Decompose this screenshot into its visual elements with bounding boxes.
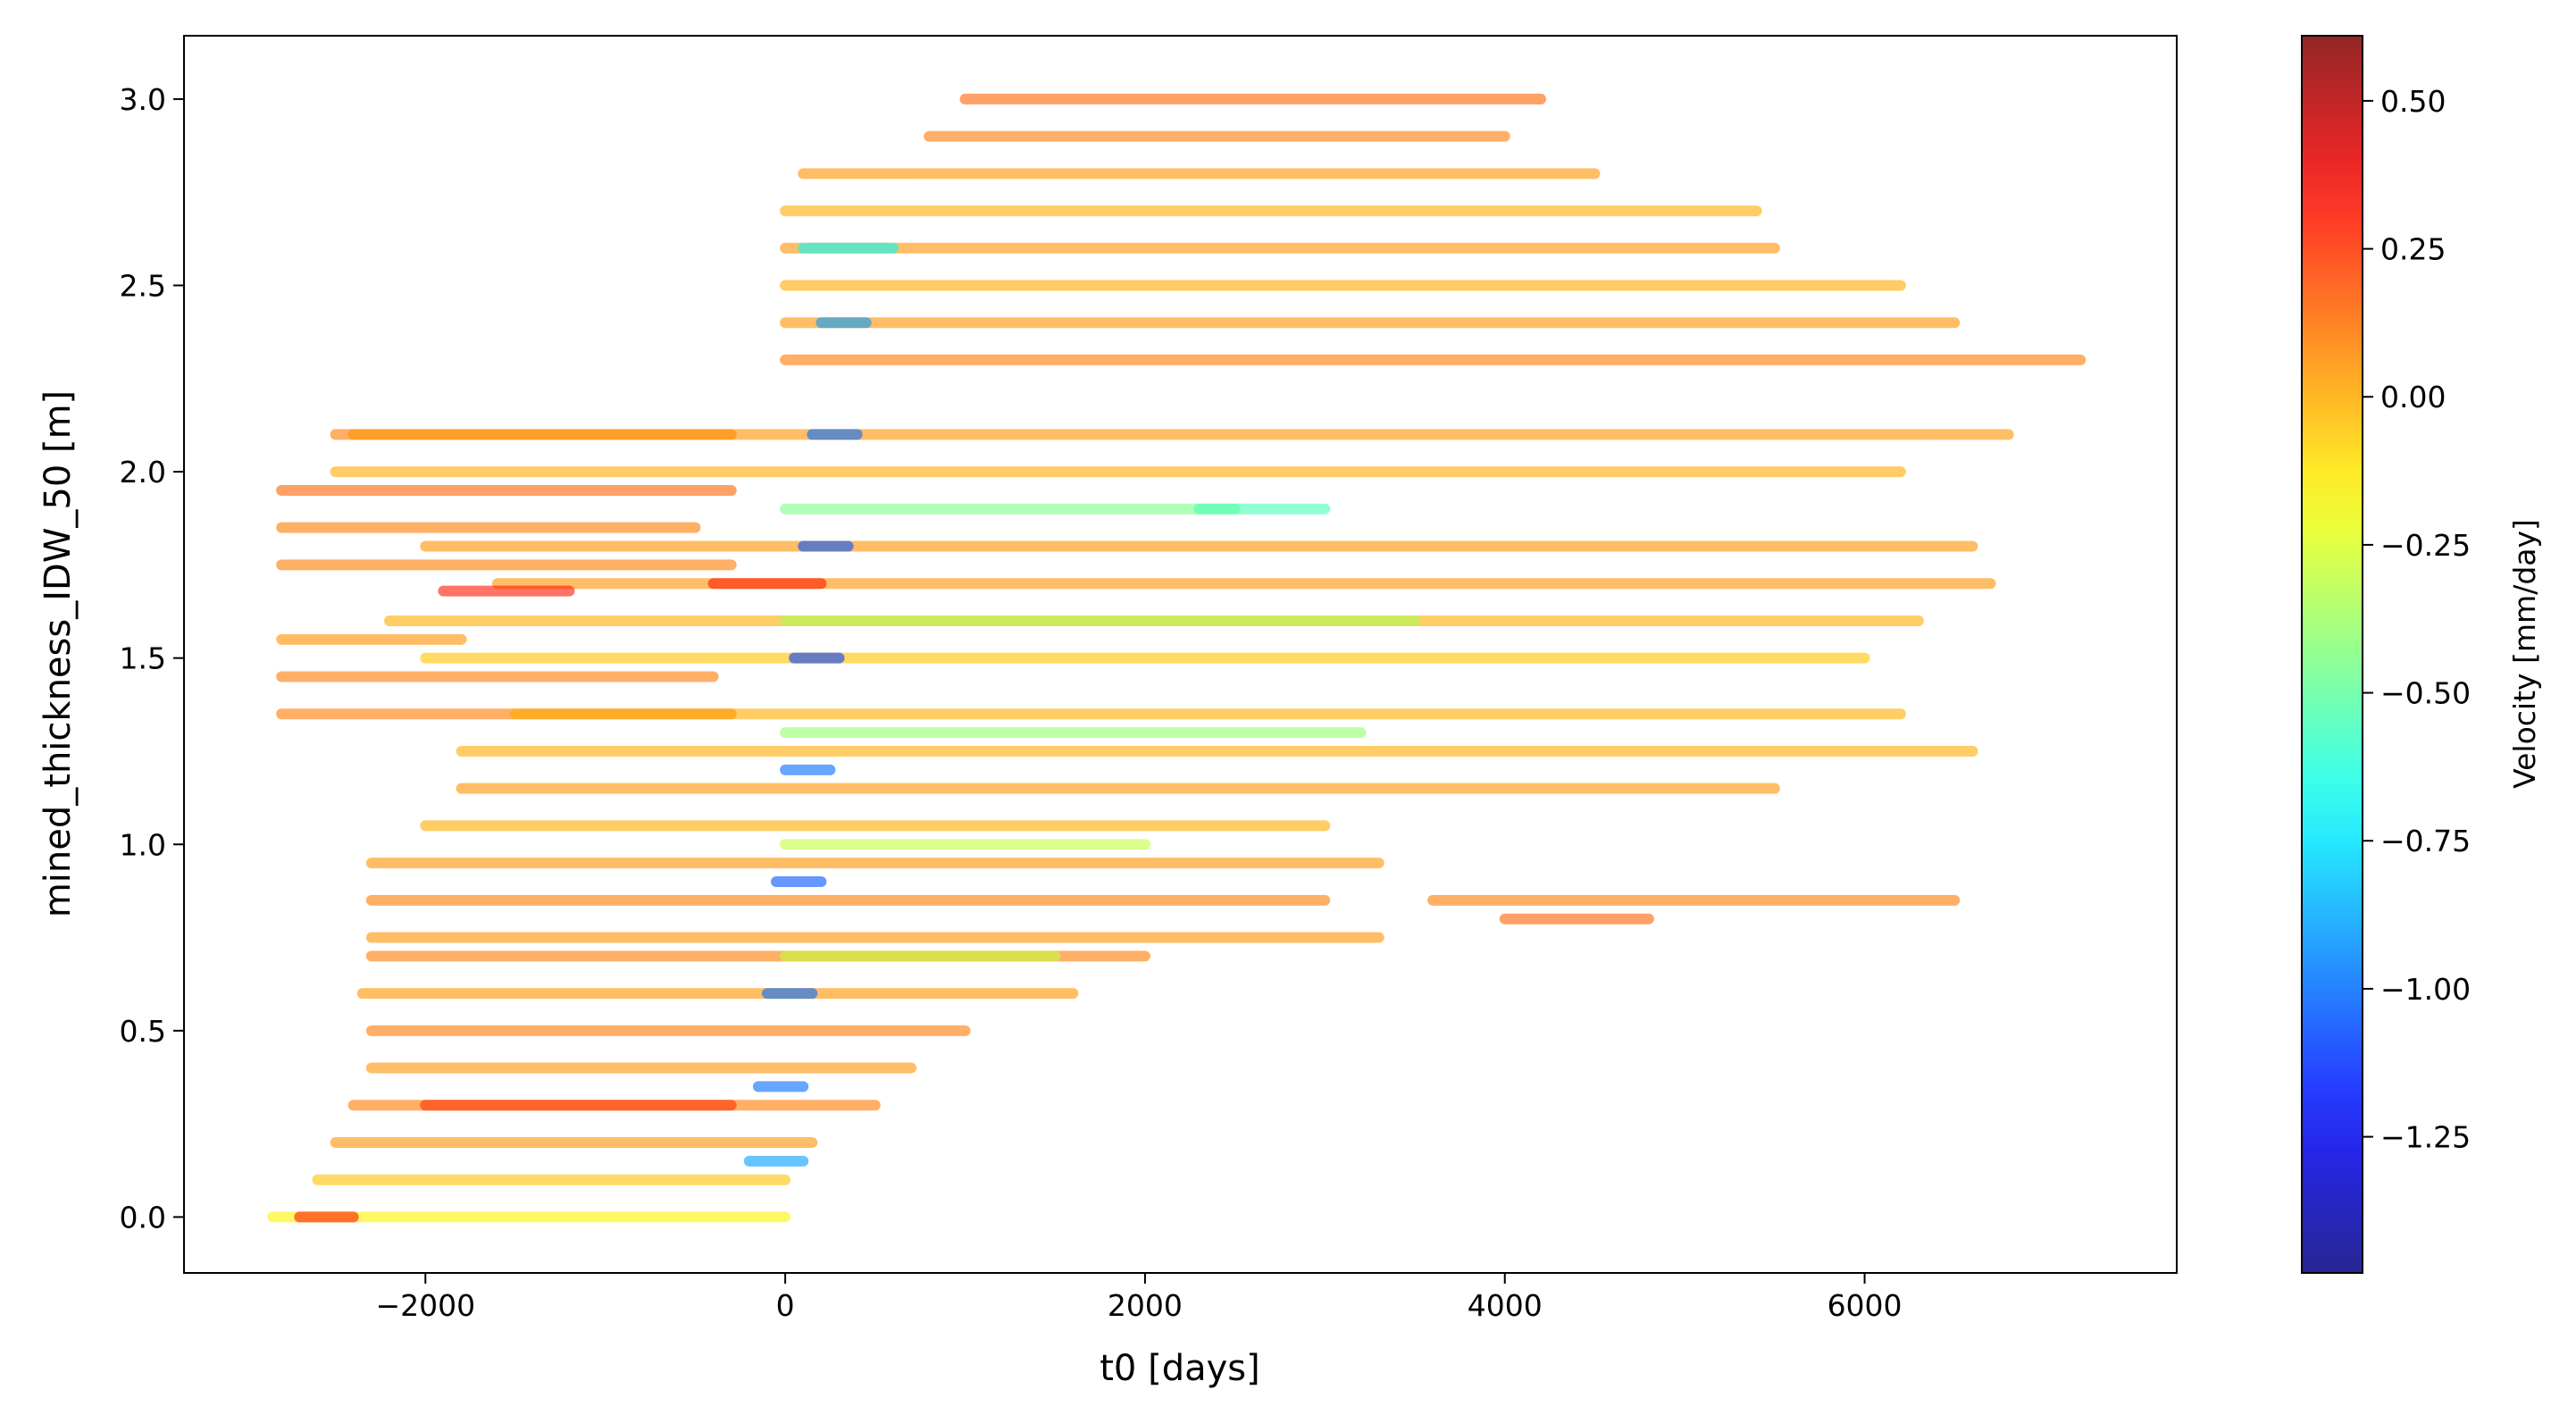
colorbar-tick-label: 0.25 bbox=[2380, 232, 2446, 267]
colorbar-tick-label: −1.00 bbox=[2380, 972, 2471, 1007]
y-tick-label: 1.5 bbox=[120, 641, 166, 676]
axes-frame bbox=[183, 35, 2178, 1274]
colorbar-tick-label: −0.75 bbox=[2380, 824, 2471, 858]
colorbar bbox=[2301, 35, 2363, 1274]
y-tick-label: 2.0 bbox=[120, 455, 166, 490]
colorbar-label: Velocity [mm/day] bbox=[2507, 519, 2542, 789]
x-axis-label: t0 [days] bbox=[1100, 1348, 1259, 1389]
colorbar-tick-label: −0.25 bbox=[2380, 528, 2471, 563]
colorbar-tick-label: 0.00 bbox=[2380, 380, 2446, 414]
y-tick-label: 1.0 bbox=[120, 827, 166, 862]
y-tick-label: 2.5 bbox=[120, 269, 166, 304]
colorbar-tick-label: −0.50 bbox=[2380, 676, 2471, 711]
y-tick-label: 0.5 bbox=[120, 1014, 166, 1049]
x-tick-label: 0 bbox=[776, 1288, 795, 1323]
x-tick-label: 4000 bbox=[1468, 1288, 1543, 1323]
colorbar-tick-label: 0.50 bbox=[2380, 84, 2446, 119]
colorbar-tick-label: −1.25 bbox=[2380, 1120, 2471, 1155]
plot-area bbox=[267, 93, 2087, 1223]
y-tick-label: 3.0 bbox=[120, 82, 166, 117]
x-tick-label: 6000 bbox=[1827, 1288, 1903, 1323]
x-tick-label: −2000 bbox=[375, 1288, 475, 1323]
x-tick-label: 2000 bbox=[1108, 1288, 1183, 1323]
y-tick-label: 0.0 bbox=[120, 1200, 166, 1235]
y-axis-label: mined_thickness_IDW_50 [m] bbox=[38, 390, 79, 917]
